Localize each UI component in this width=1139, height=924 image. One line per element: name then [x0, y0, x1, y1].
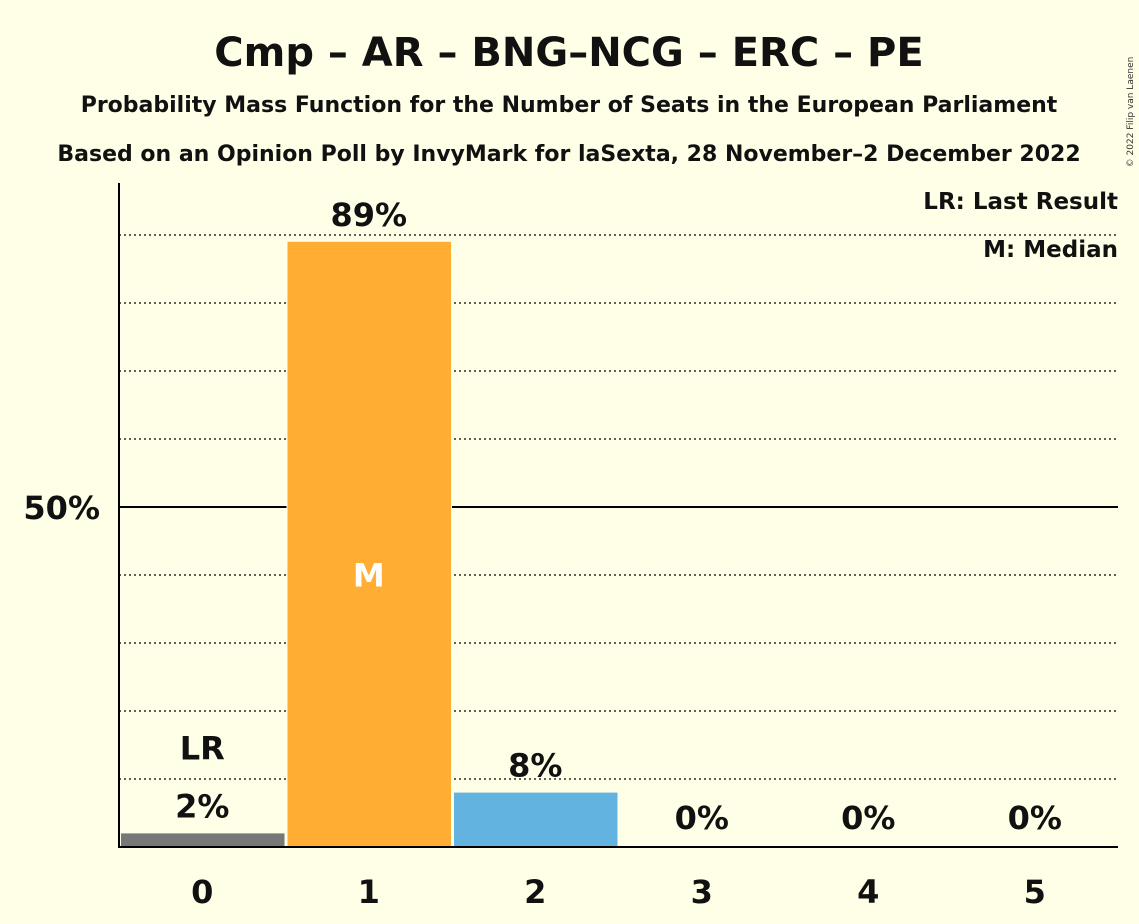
x-tick-label-0: 0	[191, 873, 213, 911]
y-tick-label: 50%	[23, 489, 100, 527]
value-label-1: 89%	[330, 196, 407, 234]
chart-subtitle-poll: Based on an Opinion Poll by InvyMark for…	[57, 142, 1080, 167]
median-marker: M	[353, 557, 385, 595]
chart-title: Cmp – AR – BNG–NCG – ERC – PE	[214, 30, 923, 76]
value-label-3: 0%	[675, 799, 729, 837]
value-label-4: 0%	[841, 799, 895, 837]
value-label-5: 0%	[1008, 799, 1062, 837]
x-tick-label-1: 1	[358, 873, 380, 911]
legend-last-result: LR: Last Result	[923, 189, 1118, 215]
x-tick-label-3: 3	[691, 873, 713, 911]
value-label-0: 2%	[175, 787, 229, 825]
value-label-2: 8%	[508, 747, 562, 785]
copyright-text: © 2022 Filip van Laenen	[1126, 57, 1136, 168]
chart-subtitle: Probability Mass Function for the Number…	[81, 93, 1058, 118]
bar-seats-2	[454, 792, 618, 847]
legend-median: M: Median	[983, 237, 1118, 263]
x-tick-label-5: 5	[1024, 873, 1046, 911]
x-tick-label-2: 2	[524, 873, 546, 911]
bar-seats-0	[121, 833, 285, 847]
x-tick-label-4: 4	[857, 873, 879, 911]
last-result-marker: LR	[180, 729, 225, 767]
bar-seats-1	[287, 241, 451, 848]
